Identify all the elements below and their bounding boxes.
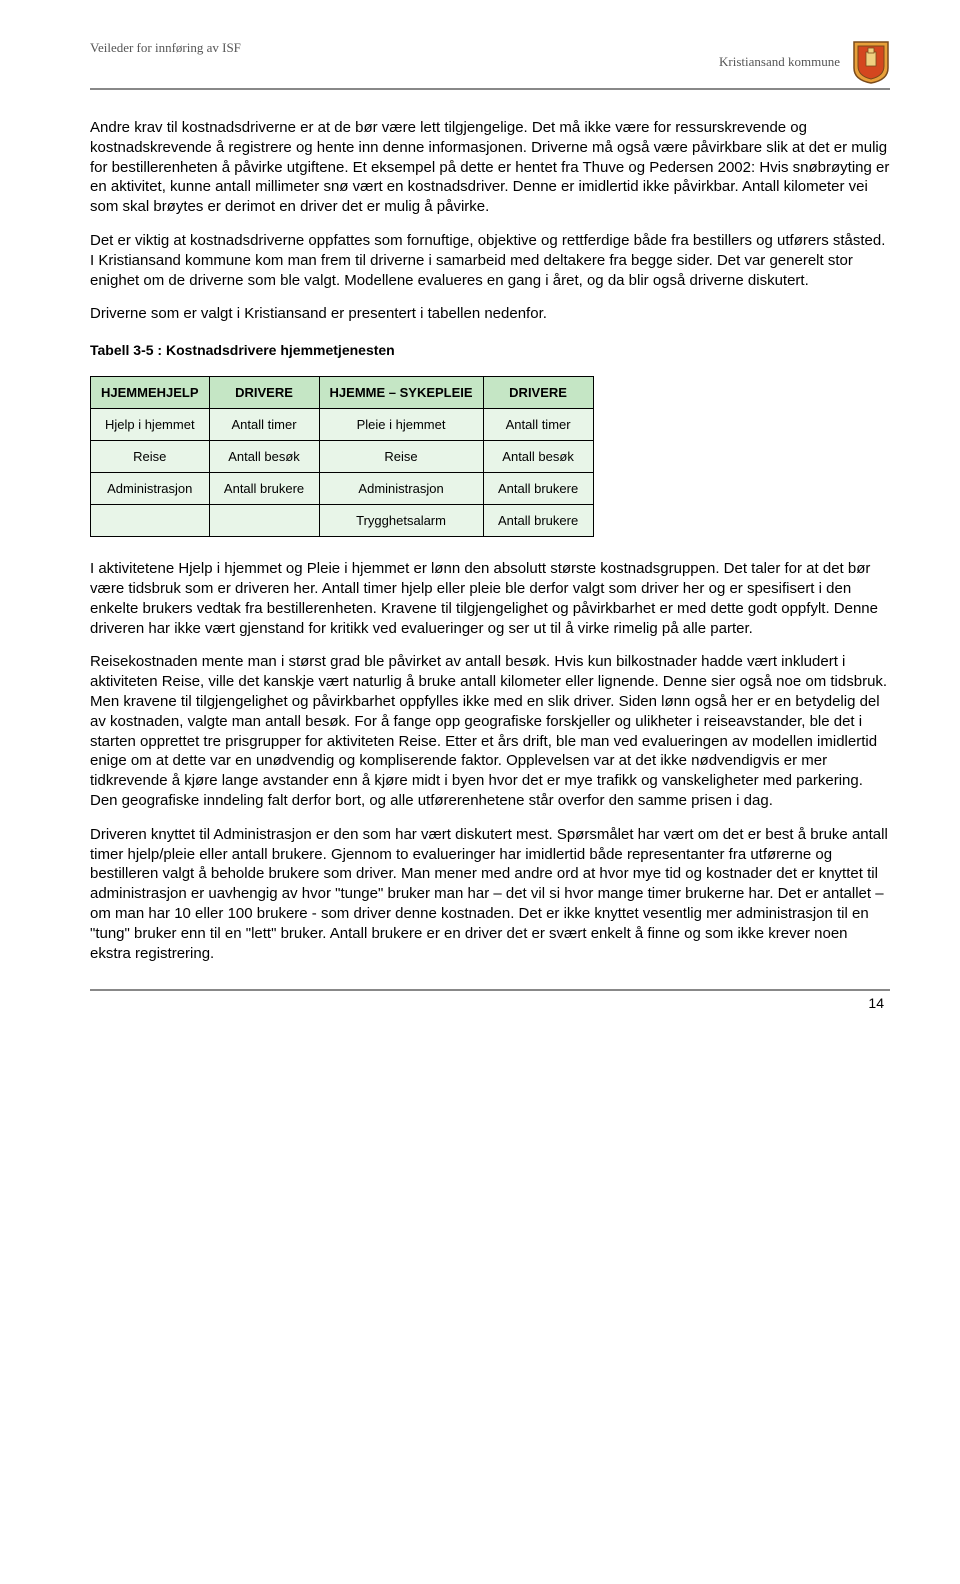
table-cell: Administrasjon bbox=[91, 473, 210, 505]
table-cell: Reise bbox=[319, 441, 483, 473]
table-caption: Tabell 3-5 : Kostnadsdrivere hjemmetjene… bbox=[90, 342, 890, 358]
paragraph-3: Driverne som er valgt i Kristiansand er … bbox=[90, 304, 890, 324]
table-cell: Antall brukere bbox=[483, 473, 593, 505]
table-cell: Antall brukere bbox=[209, 473, 319, 505]
cost-drivers-table: HJEMMEHJELP DRIVERE HJEMME – SYKEPLEIE D… bbox=[90, 376, 594, 537]
table-cell: Hjelp i hjemmet bbox=[91, 409, 210, 441]
table-cell: Antall besøk bbox=[483, 441, 593, 473]
table-cell: Antall timer bbox=[483, 409, 593, 441]
table-cell-empty bbox=[91, 505, 210, 537]
table-cell: Antall brukere bbox=[483, 505, 593, 537]
header-left-text: Veileder for innføring av ISF bbox=[90, 40, 241, 56]
page-number: 14 bbox=[90, 995, 890, 1011]
table-cell: Pleie i hjemmet bbox=[319, 409, 483, 441]
footer-rule bbox=[90, 989, 890, 991]
header-right-wrap: Kristiansand kommune bbox=[719, 40, 890, 84]
table-cell: Administrasjon bbox=[319, 473, 483, 505]
table-cell: Trygghetsalarm bbox=[319, 505, 483, 537]
paragraph-5: Reisekostnaden mente man i størst grad b… bbox=[90, 652, 890, 810]
table-row: Trygghetsalarm Antall brukere bbox=[91, 505, 594, 537]
table-header-cell: DRIVERE bbox=[483, 377, 593, 409]
table-header-row: HJEMMEHJELP DRIVERE HJEMME – SYKEPLEIE D… bbox=[91, 377, 594, 409]
table-row: Administrasjon Antall brukere Administra… bbox=[91, 473, 594, 505]
table-header-cell: DRIVERE bbox=[209, 377, 319, 409]
table-header-cell: HJEMME – SYKEPLEIE bbox=[319, 377, 483, 409]
paragraph-6: Driveren knyttet til Administrasjon er d… bbox=[90, 825, 890, 964]
page-header: Veileder for innføring av ISF Kristiansa… bbox=[90, 40, 890, 84]
paragraph-4: I aktivitetene Hjelp i hjemmet og Pleie … bbox=[90, 559, 890, 638]
table-row: Reise Antall besøk Reise Antall besøk bbox=[91, 441, 594, 473]
table-row: Hjelp i hjemmet Antall timer Pleie i hje… bbox=[91, 409, 594, 441]
paragraph-2: Det er viktig at kostnadsdriverne oppfat… bbox=[90, 231, 890, 290]
municipality-crest-icon bbox=[852, 40, 890, 84]
table-cell-empty bbox=[209, 505, 319, 537]
table-header-cell: HJEMMEHJELP bbox=[91, 377, 210, 409]
table-cell: Reise bbox=[91, 441, 210, 473]
header-right-text: Kristiansand kommune bbox=[719, 54, 840, 70]
table-cell: Antall timer bbox=[209, 409, 319, 441]
paragraph-1: Andre krav til kostnadsdriverne er at de… bbox=[90, 118, 890, 217]
header-rule bbox=[90, 88, 890, 90]
table-cell: Antall besøk bbox=[209, 441, 319, 473]
